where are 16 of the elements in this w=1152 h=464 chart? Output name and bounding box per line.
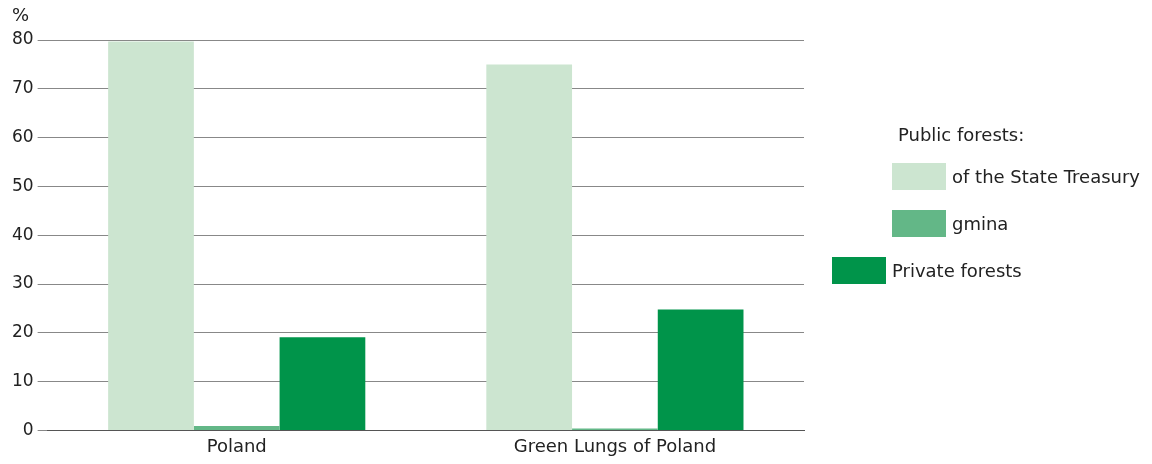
- y-tick-label: 0: [22, 418, 34, 439]
- x-tick-label: Green Lungs of Poland: [513, 434, 717, 456]
- legend-label: gmina: [952, 213, 1009, 234]
- y-tick-label: 50: [11, 174, 34, 195]
- x-tick-label: Poland: [206, 434, 267, 456]
- legend-label: of the State Treasury: [952, 166, 1140, 187]
- y-tick-label: 80: [11, 28, 34, 49]
- legend-title: Public forests:: [898, 124, 1026, 145]
- y-tick-label: 60: [11, 126, 34, 147]
- y-tick-label: 70: [11, 77, 34, 98]
- y-tick-label: 30: [11, 272, 34, 293]
- y-tick-label: 40: [11, 223, 34, 244]
- legend-label: Private forests: [892, 260, 1022, 281]
- y-tick-label: 10: [11, 370, 34, 391]
- y-axis-title: %: [12, 4, 30, 25]
- y-tick-label: 20: [11, 321, 34, 342]
